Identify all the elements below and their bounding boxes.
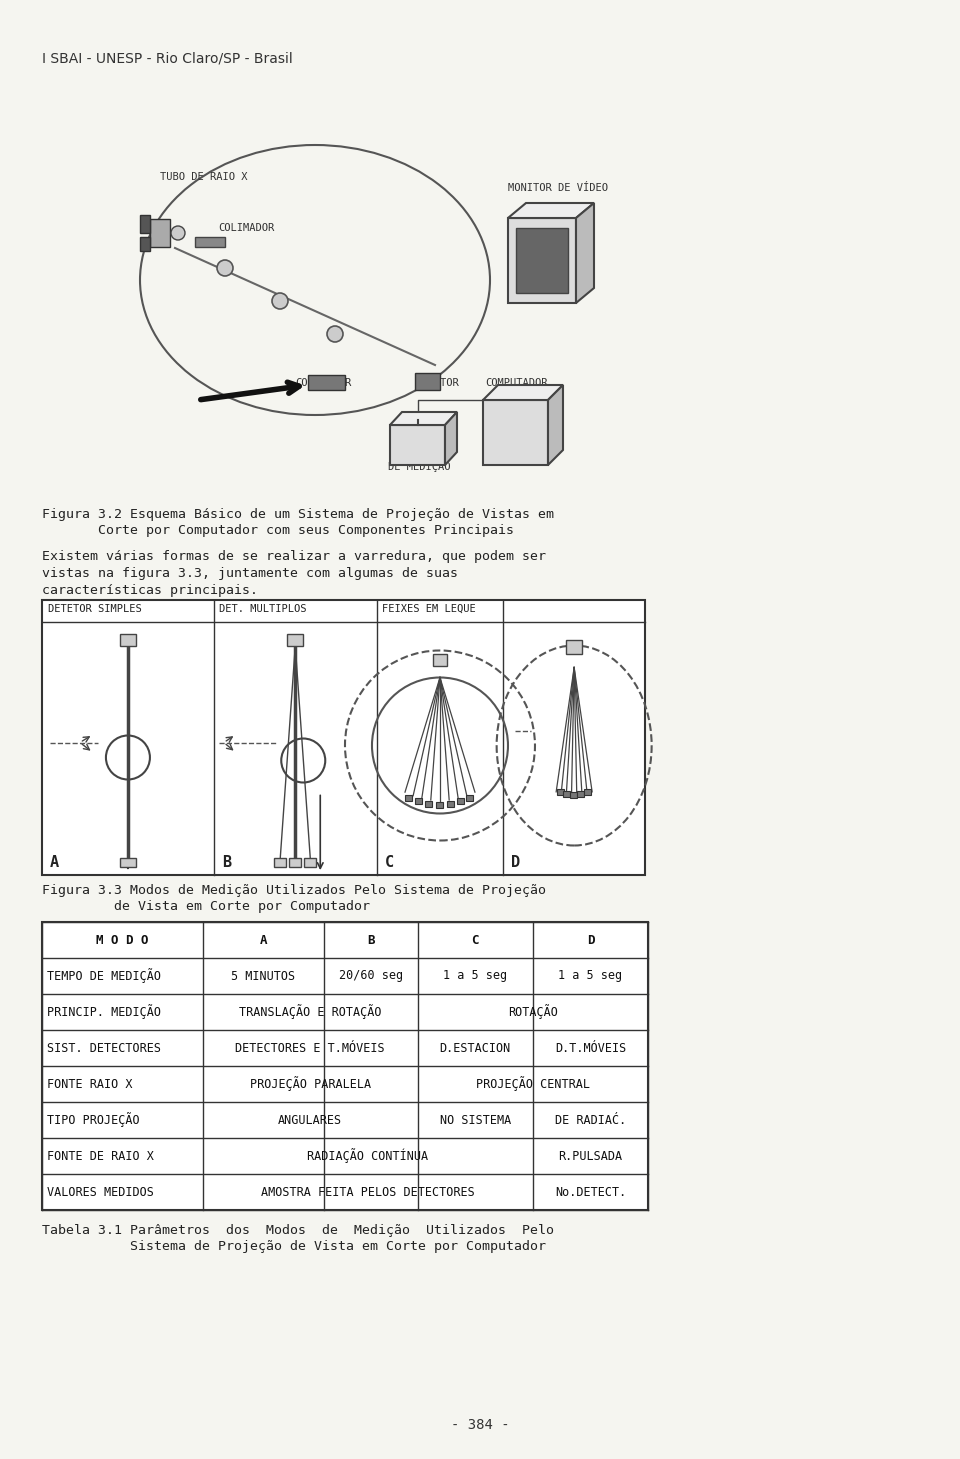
Text: I SBAI - UNESP - Rio Claro/SP - Brasil: I SBAI - UNESP - Rio Claro/SP - Brasil	[42, 53, 293, 66]
Text: DET. MULTIPLOS: DET. MULTIPLOS	[219, 604, 306, 614]
Text: MONITOR DE VÍDEO: MONITOR DE VÍDEO	[508, 182, 608, 193]
Text: Tabela 3.1 Parâmetros  dos  Modos  de  Medição  Utilizados  Pelo: Tabela 3.1 Parâmetros dos Modos de Mediç…	[42, 1224, 554, 1237]
Text: DETECTORES E T.MÓVEIS: DETECTORES E T.MÓVEIS	[235, 1042, 385, 1055]
Text: C: C	[471, 934, 479, 947]
Bar	[436, 801, 443, 807]
Text: TEMPO DE MEDIÇÃO: TEMPO DE MEDIÇÃO	[47, 969, 161, 983]
Bar	[566, 639, 582, 654]
Polygon shape	[304, 858, 316, 867]
Text: R.PULSADA: R.PULSADA	[559, 1150, 622, 1163]
Text: 1 a 5 seg: 1 a 5 seg	[559, 969, 622, 982]
Text: Figura 3.2 Esquema Básico de um Sistema de Projeção de Vistas em: Figura 3.2 Esquema Básico de um Sistema …	[42, 508, 554, 521]
Text: DETETOR: DETETOR	[415, 378, 459, 388]
Text: DETETOR SIMPLES: DETETOR SIMPLES	[48, 604, 142, 614]
Circle shape	[217, 260, 233, 276]
Bar	[457, 798, 464, 804]
Bar	[446, 801, 453, 807]
Polygon shape	[195, 236, 225, 247]
Polygon shape	[120, 635, 136, 646]
Text: características principais.: características principais.	[42, 584, 258, 597]
Polygon shape	[390, 425, 445, 465]
Text: D.ESTACION: D.ESTACION	[440, 1042, 511, 1055]
Text: Figura 3.3 Modos de Medição Utilizados Pelo Sistema de Projeção: Figura 3.3 Modos de Medição Utilizados P…	[42, 884, 546, 897]
Text: TRANSLAÇÃO E ROTAÇÃO: TRANSLAÇÃO E ROTAÇÃO	[239, 1004, 381, 1020]
Text: FONTE RAIO X: FONTE RAIO X	[47, 1078, 132, 1090]
Bar	[405, 795, 413, 801]
Text: No.DETECT.: No.DETECT.	[555, 1186, 626, 1198]
Text: VALORES MEDIDOS: VALORES MEDIDOS	[47, 1186, 154, 1198]
Bar	[425, 801, 432, 807]
Bar	[467, 795, 473, 801]
Text: 1 a 5 seg: 1 a 5 seg	[444, 969, 507, 982]
Bar	[577, 791, 584, 797]
Text: D: D	[512, 855, 520, 870]
Bar	[564, 791, 570, 797]
Polygon shape	[576, 203, 594, 303]
Text: PRINCIP. MEDIÇÃO: PRINCIP. MEDIÇÃO	[47, 1004, 161, 1020]
Text: ANGULARES: ANGULARES	[278, 1113, 342, 1126]
Text: COMPUTADOR: COMPUTADOR	[485, 378, 547, 388]
Circle shape	[327, 325, 343, 341]
Text: D: D	[587, 934, 594, 947]
Text: SIST. DETECTORES: SIST. DETECTORES	[47, 1042, 161, 1055]
Bar	[42, 600, 645, 875]
Text: de Vista em Corte por Computador: de Vista em Corte por Computador	[42, 900, 370, 913]
Polygon shape	[415, 374, 440, 390]
Text: 5 MINUTOS: 5 MINUTOS	[231, 969, 296, 982]
Text: PROJEÇÃO PARALELA: PROJEÇÃO PARALELA	[250, 1077, 371, 1091]
Bar	[557, 789, 564, 795]
Polygon shape	[508, 217, 576, 303]
Text: Sistema de Projeção de Vista em Corte por Computador: Sistema de Projeção de Vista em Corte po…	[42, 1240, 546, 1253]
Text: RADIAÇÃO CONTÍNUA: RADIAÇÃO CONTÍNUA	[307, 1148, 428, 1163]
Text: TUBO DE RAIO X: TUBO DE RAIO X	[160, 172, 248, 182]
Text: DE MEDIÇÃO: DE MEDIÇÃO	[388, 460, 450, 471]
Text: C: C	[385, 855, 394, 870]
Polygon shape	[308, 375, 345, 390]
Text: TIPO PROJEÇÃO: TIPO PROJEÇÃO	[47, 1113, 139, 1128]
Text: D.T.MÓVEIS: D.T.MÓVEIS	[555, 1042, 626, 1055]
Polygon shape	[287, 635, 303, 646]
Bar	[584, 789, 590, 795]
Polygon shape	[140, 214, 150, 233]
Text: COLIMADOR: COLIMADOR	[218, 223, 275, 233]
Polygon shape	[508, 203, 594, 217]
Polygon shape	[516, 228, 568, 293]
Bar	[433, 654, 447, 665]
Text: M O D O: M O D O	[96, 934, 149, 947]
Text: A: A	[259, 934, 267, 947]
Text: B: B	[222, 855, 231, 870]
Circle shape	[272, 293, 288, 309]
Text: Corte por Computador com seus Componentes Principais: Corte por Computador com seus Componente…	[42, 524, 514, 537]
Polygon shape	[445, 411, 457, 465]
Bar	[42, 922, 648, 1210]
Text: ELETRÔNICA: ELETRÔNICA	[388, 448, 450, 458]
Text: DE RADIAĆ.: DE RADIAĆ.	[555, 1113, 626, 1126]
Text: ROTAÇÃO: ROTAÇÃO	[508, 1004, 558, 1020]
Bar	[570, 791, 577, 798]
Polygon shape	[548, 385, 563, 465]
Polygon shape	[483, 400, 548, 465]
Polygon shape	[390, 411, 457, 425]
Text: PROJEÇÃO CENTRAL: PROJEÇÃO CENTRAL	[476, 1077, 589, 1091]
Text: - 384 -: - 384 -	[450, 1418, 510, 1431]
Polygon shape	[140, 236, 150, 251]
Bar	[415, 798, 422, 804]
Text: NO SISTEMA: NO SISTEMA	[440, 1113, 511, 1126]
Text: vistas na figura 3.3, juntamente com algumas de suas: vistas na figura 3.3, juntamente com alg…	[42, 568, 458, 581]
Polygon shape	[289, 858, 301, 867]
Text: FEIXES EM LEQUE: FEIXES EM LEQUE	[382, 604, 475, 614]
Polygon shape	[150, 219, 170, 247]
Text: Existem várias formas de se realizar a varredura, que podem ser: Existem várias formas de se realizar a v…	[42, 550, 546, 563]
Text: COLIMADOR: COLIMADOR	[295, 378, 351, 388]
Polygon shape	[120, 858, 136, 867]
Circle shape	[171, 226, 185, 239]
Polygon shape	[275, 858, 286, 867]
Text: AMOSTRA FEITA PELOS DETECTORES: AMOSTRA FEITA PELOS DETECTORES	[261, 1186, 474, 1198]
Text: FONTE DE RAIO X: FONTE DE RAIO X	[47, 1150, 154, 1163]
Text: 20/60 seg: 20/60 seg	[339, 969, 403, 982]
Text: A: A	[50, 855, 60, 870]
Polygon shape	[483, 385, 563, 400]
Text: B: B	[367, 934, 374, 947]
